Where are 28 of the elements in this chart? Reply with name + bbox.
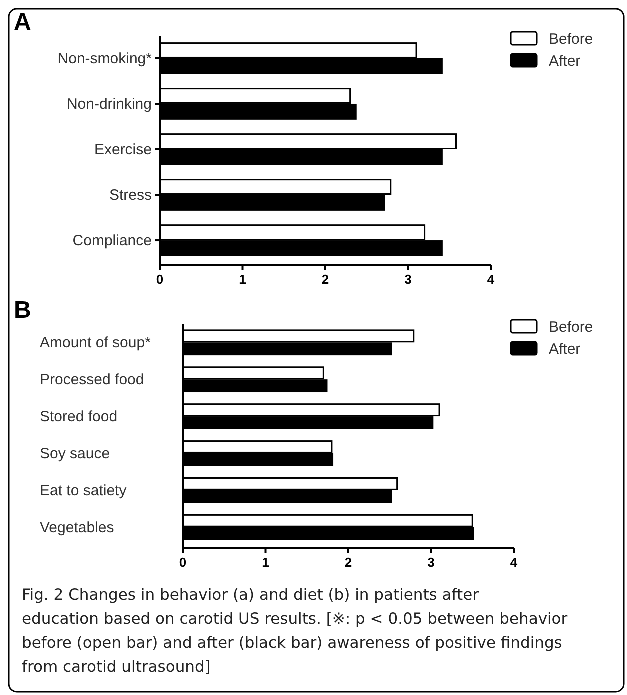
y-tick-label: Stored food: [40, 408, 118, 426]
y-tick-label: Eat to satiety: [40, 482, 128, 500]
chart-title: B: [14, 297, 32, 324]
legend-label: Before: [549, 319, 594, 336]
x-tick-label: 0: [156, 272, 164, 287]
y-tick-label: Vegetables: [40, 519, 114, 536]
y-tick-label: Exercise: [94, 142, 152, 158]
legend-label: Before: [549, 31, 594, 48]
x-tick-label: 4: [510, 555, 518, 570]
x-tick-label: 3: [428, 555, 435, 570]
y-tick-label: Compliance: [72, 232, 152, 250]
y-tick-label: Soy sauce: [40, 445, 110, 462]
x-tick-label: 2: [322, 272, 330, 287]
x-tick-label: 1: [262, 555, 270, 570]
x-tick-label: 2: [344, 555, 352, 570]
chart-title: A: [14, 9, 32, 36]
y-tick-label: Non-smoking*: [58, 50, 152, 68]
y-tick-label: Amount of soup*: [40, 334, 152, 352]
legend-label: After: [549, 53, 581, 70]
caption: Fig. 2 Changes in behavior (a) and diet (b) in patients after education based on carotid US results. [※: p < 0.05 between behavior before (open bar) and after (black bar) awareness of positive findings from carotid ultrasound]: [22, 586, 568, 676]
legend-label: After: [549, 341, 581, 358]
x-tick-label: 0: [179, 555, 187, 570]
y-tick-label: Non-drinking: [66, 96, 152, 113]
x-tick-label: 1: [239, 272, 246, 287]
x-tick-label: 3: [404, 272, 412, 287]
x-tick-label: 4: [487, 272, 496, 287]
y-tick-label: Stress: [109, 187, 152, 204]
y-tick-label: Processed food: [40, 372, 144, 389]
